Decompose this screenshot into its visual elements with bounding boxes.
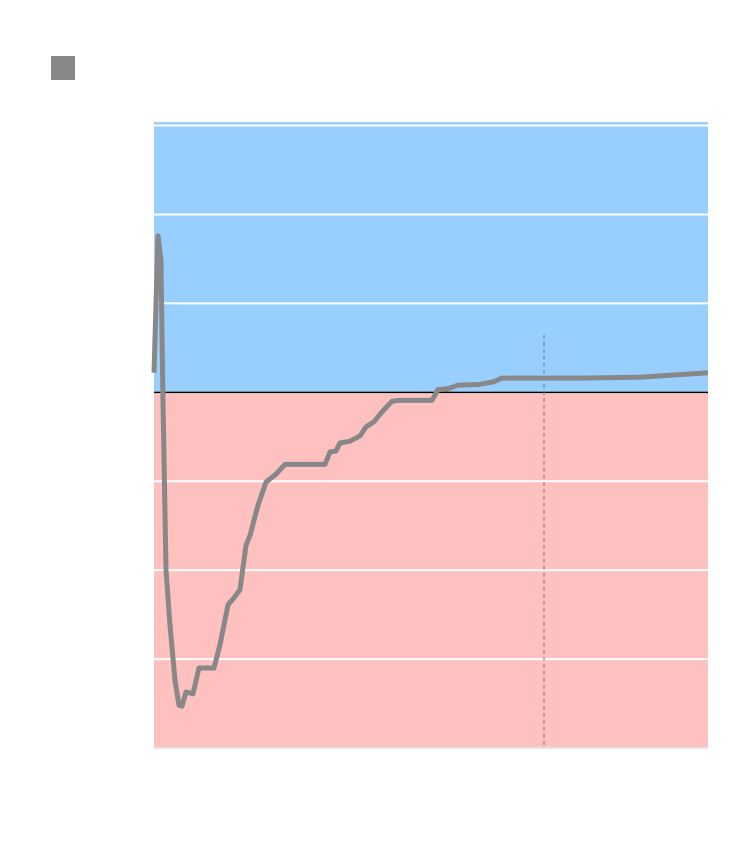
area-above [154, 122, 708, 393]
legend-swatch [51, 56, 75, 80]
line [151, 233, 709, 709]
